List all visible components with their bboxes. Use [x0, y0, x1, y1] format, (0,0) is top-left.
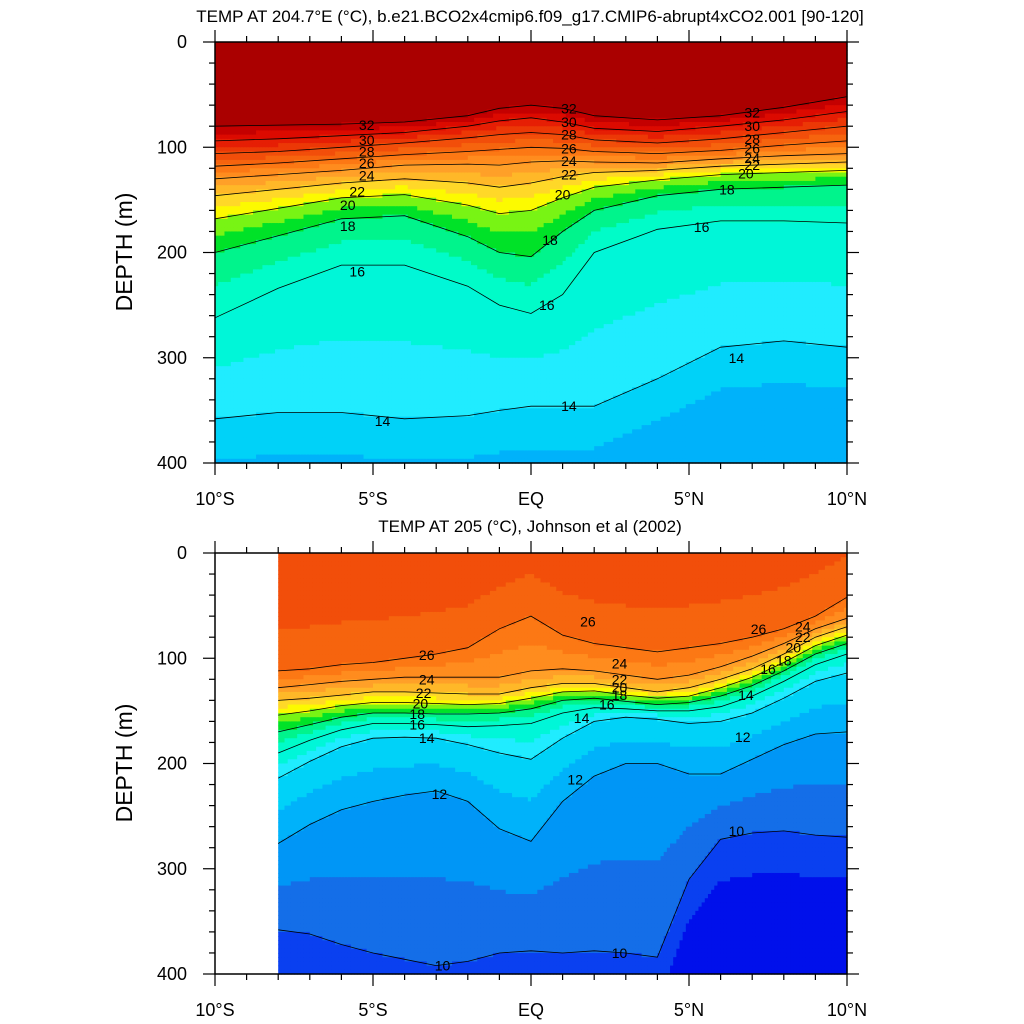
panel-top: TEMP AT 204.7°E (°C), b.e21.BCO2x4cmip6.… — [111, 7, 867, 509]
